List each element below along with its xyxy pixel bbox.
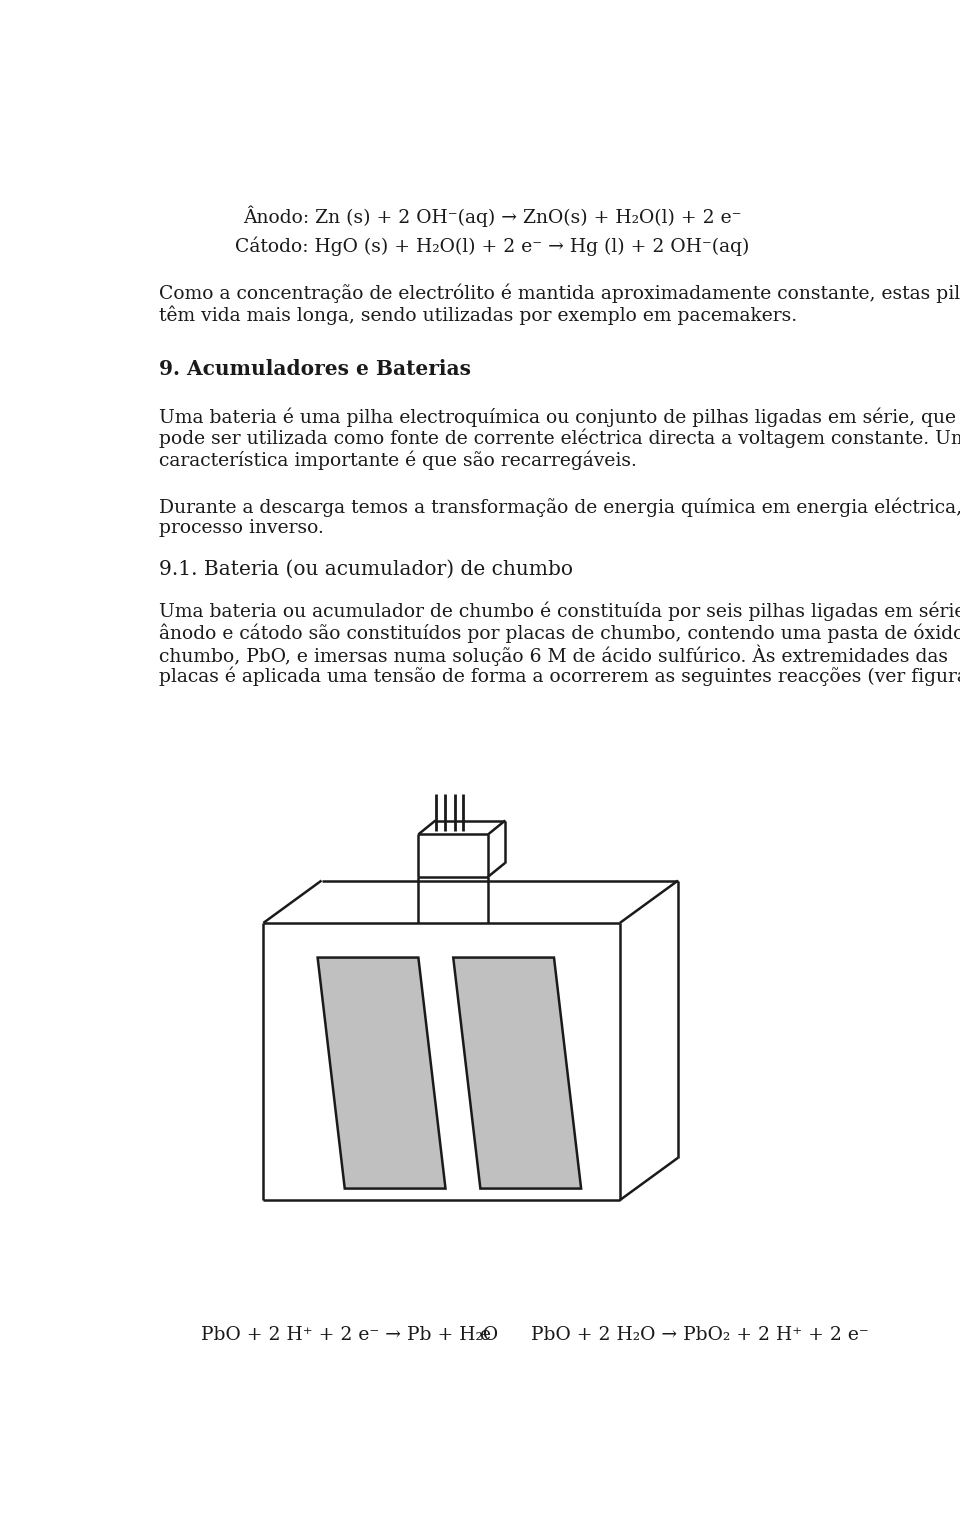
Text: Durante a descarga temos a transformação de energia química em energia eléctrica: Durante a descarga temos a transformação… [158,498,960,517]
Text: placas é aplicada uma tensão de forma a ocorrerem as seguintes reacções (ver fig: placas é aplicada uma tensão de forma a … [158,666,960,686]
Text: PbO + 2 H₂O → PbO₂ + 2 H⁺ + 2 e⁻: PbO + 2 H₂O → PbO₂ + 2 H⁺ + 2 e⁻ [531,1326,869,1344]
Text: ânodo e cátodo são constituídos por placas de chumbo, contendo uma pasta de óxid: ânodo e cátodo são constituídos por plac… [158,623,960,643]
Polygon shape [453,957,581,1188]
Text: têm vida mais longa, sendo utilizadas por exemplo em pacemakers.: têm vida mais longa, sendo utilizadas po… [158,305,797,325]
Text: 9. Acumuladores e Baterias: 9. Acumuladores e Baterias [158,360,470,380]
Text: processo inverso.: processo inverso. [158,519,324,537]
Text: Cátodo: HgO (s) + H₂O(l) + 2 e⁻ → Hg (l) + 2 OH⁻(aq): Cátodo: HgO (s) + H₂O(l) + 2 e⁻ → Hg (l)… [235,236,749,256]
Polygon shape [318,957,445,1188]
Text: Ânodo: Zn (s) + 2 OH⁻(aq) → ZnO(s) + H₂O(l) + 2 e⁻: Ânodo: Zn (s) + 2 OH⁻(aq) → ZnO(s) + H₂O… [243,205,741,227]
Text: Uma bateria ou acumulador de chumbo é constituída por seis pilhas ligadas em sér: Uma bateria ou acumulador de chumbo é co… [158,602,960,622]
Text: PbO + 2 H⁺ + 2 e⁻ → Pb + H₂O: PbO + 2 H⁺ + 2 e⁻ → Pb + H₂O [202,1326,498,1344]
Text: chumbo, PbO, e imersas numa solução 6 M de ácido sulfúrico. Às extremidades das: chumbo, PbO, e imersas numa solução 6 M … [158,645,948,666]
Text: Uma bateria é uma pilha electroquímica ou conjunto de pilhas ligadas em série, q: Uma bateria é uma pilha electroquímica o… [158,407,956,427]
Text: Como a concentração de electrólito é mantida aproximadamente constante, estas pi: Como a concentração de electrólito é man… [158,283,960,303]
Text: pode ser utilizada como fonte de corrente eléctrica directa a voltagem constante: pode ser utilizada como fonte de corrent… [158,429,960,449]
Text: característica importante é que são recarregáveis.: característica importante é que são reca… [158,450,636,470]
Text: 9.1. Bateria (ou acumulador) de chumbo: 9.1. Bateria (ou acumulador) de chumbo [158,559,573,579]
Text: e: e [479,1326,490,1344]
